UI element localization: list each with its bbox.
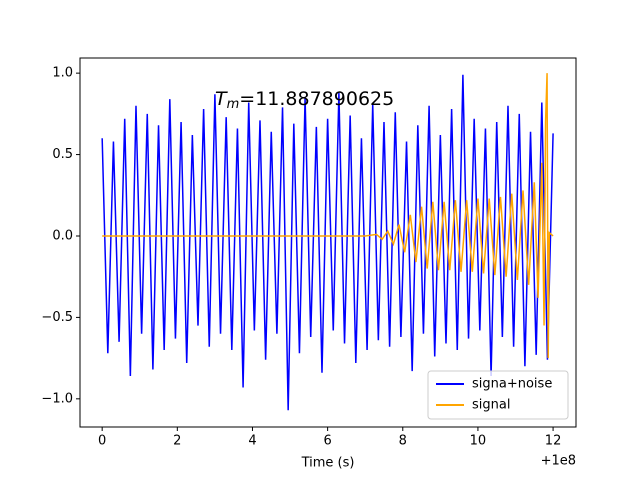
x-tick-label: 4: [248, 434, 256, 449]
annotation-subscript: m: [227, 97, 240, 112]
y-tick-label: −0.5: [41, 310, 73, 325]
y-tick-label: 0.0: [52, 228, 73, 243]
x-tick-label: 12: [545, 434, 562, 449]
x-tick-label: 10: [470, 434, 487, 449]
series-line: [102, 73, 554, 359]
x-tick-label: 2: [173, 434, 181, 449]
series-line: [101, 74, 554, 411]
legend-label: signal: [472, 398, 510, 413]
annotation-text: =11.887890625: [239, 88, 394, 110]
legend-label: signa+noise: [472, 377, 552, 392]
annotation: Tm=11.887890625: [215, 88, 394, 112]
x-axis-label: Time (s): [301, 456, 355, 471]
x-offset-label: +1e8: [541, 454, 576, 469]
y-tick-label: 1.0: [52, 66, 73, 81]
y-tick-label: −1.0: [41, 391, 73, 406]
x-tick-label: 8: [399, 434, 407, 449]
annotation-symbol: T: [215, 88, 228, 110]
x-tick-label: 6: [323, 434, 331, 449]
y-tick-label: 0.5: [52, 147, 73, 162]
x-tick-label: 0: [98, 434, 106, 449]
